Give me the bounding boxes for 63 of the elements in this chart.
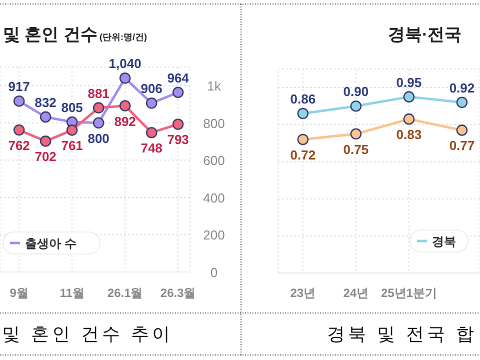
y-tick-label: 200 bbox=[203, 228, 225, 243]
data-label: 0.95 bbox=[396, 74, 422, 90]
point bbox=[456, 124, 468, 136]
point bbox=[350, 100, 362, 112]
point bbox=[172, 86, 184, 98]
data-label: 906 bbox=[140, 81, 162, 96]
y-tick-label: 600 bbox=[203, 153, 225, 168]
data-label: 1,040 bbox=[108, 56, 142, 72]
chart-title: 및 혼인 건수 bbox=[3, 25, 98, 44]
data-label: 892 bbox=[114, 114, 136, 129]
point bbox=[146, 98, 158, 109]
point bbox=[66, 124, 78, 136]
data-label: 0.83 bbox=[396, 127, 422, 142]
legend-label: 출생아 수 bbox=[25, 236, 76, 250]
x-tick-label: 26.3월 bbox=[160, 286, 196, 300]
point bbox=[40, 136, 52, 147]
point bbox=[13, 95, 25, 107]
data-label: 805 bbox=[61, 100, 83, 115]
x-tick-label: 26.1월 bbox=[107, 286, 143, 300]
x-tick-label: 9월 bbox=[10, 286, 28, 300]
data-label: 0.92 bbox=[449, 80, 475, 96]
data-label: 793 bbox=[167, 132, 189, 148]
data-label: 964 bbox=[167, 70, 190, 86]
y-tick-label: 0 bbox=[210, 265, 218, 280]
chart-title: 경북·전국 bbox=[388, 25, 462, 44]
data-label: 761 bbox=[61, 138, 83, 154]
data-label: 917 bbox=[8, 79, 30, 94]
chart-subtitle: (단위:명/건) bbox=[99, 32, 147, 42]
x-tick-label: 24년 bbox=[343, 286, 369, 300]
point bbox=[119, 100, 131, 112]
y-tick-label: 400 bbox=[203, 190, 225, 206]
data-label: 0.86 bbox=[290, 92, 316, 107]
data-label: 0.72 bbox=[290, 147, 316, 162]
point bbox=[403, 113, 415, 125]
point bbox=[297, 108, 309, 120]
point bbox=[40, 111, 52, 123]
legend-label: 경북 bbox=[432, 234, 456, 248]
data-label: 832 bbox=[34, 94, 56, 110]
x-tick-label: 25년1분기 bbox=[380, 286, 437, 300]
x-tick-label: 11월 bbox=[60, 286, 84, 300]
point bbox=[13, 124, 25, 136]
data-label: 762 bbox=[8, 138, 30, 153]
data-label: 881 bbox=[88, 86, 110, 101]
point bbox=[350, 128, 362, 140]
point bbox=[297, 134, 309, 146]
x-tick-label: 23년 bbox=[290, 286, 316, 300]
y-tick-label: 1k bbox=[207, 78, 222, 94]
point bbox=[92, 117, 104, 129]
data-label: 0.75 bbox=[343, 142, 369, 157]
data-label: 0.77 bbox=[449, 138, 475, 154]
y-tick-label: 800 bbox=[203, 116, 225, 131]
point bbox=[403, 91, 415, 102]
text: 경북 및 전국 합 bbox=[327, 324, 478, 344]
data-label: 800 bbox=[88, 130, 110, 146]
point bbox=[119, 72, 131, 84]
data-label: 748 bbox=[140, 140, 162, 156]
point bbox=[92, 102, 104, 114]
point bbox=[456, 96, 468, 108]
point bbox=[172, 118, 184, 130]
point bbox=[146, 126, 158, 138]
data-label: 702 bbox=[34, 149, 56, 164]
data-label: 0.90 bbox=[343, 84, 369, 100]
text: 및 혼인 건수 추이 bbox=[2, 324, 174, 344]
